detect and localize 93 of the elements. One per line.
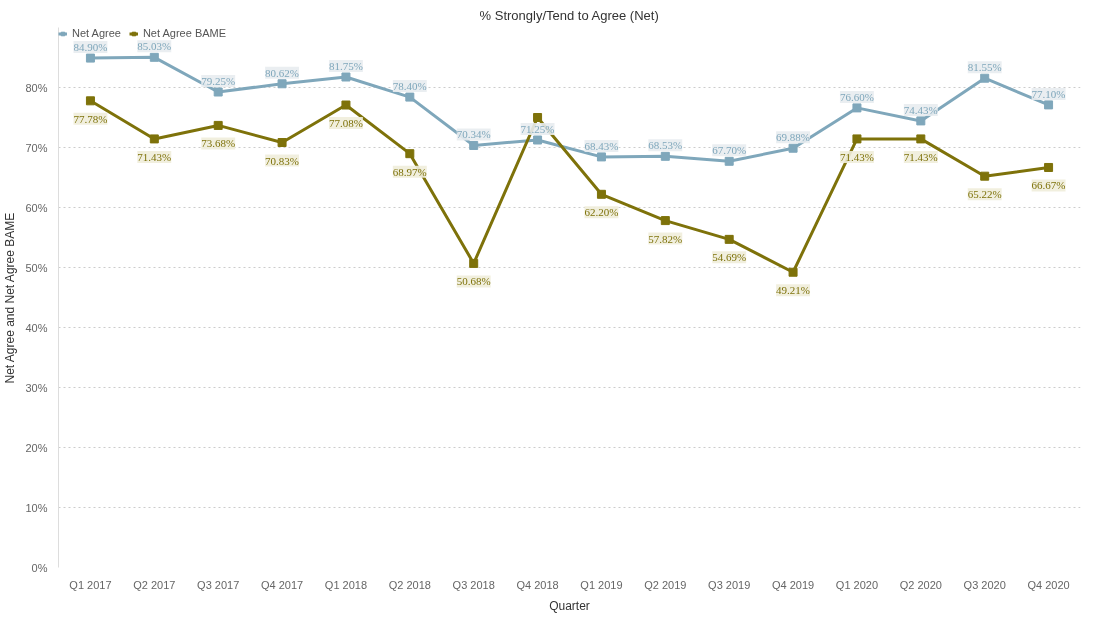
data-label: 67.70% — [712, 144, 747, 157]
point — [533, 113, 543, 122]
point — [1044, 162, 1054, 172]
x-tick-label: Q4 2020 — [1027, 578, 1070, 591]
point — [788, 267, 798, 277]
point — [149, 134, 159, 144]
point — [980, 73, 990, 83]
data-label: 68.97% — [392, 165, 427, 178]
point — [341, 72, 351, 82]
data-label: 81.75% — [328, 60, 363, 72]
data-label: 70.83% — [265, 154, 300, 167]
y-tick-label: 0% — [31, 561, 48, 574]
point — [341, 100, 351, 110]
data-label: 66.67% — [1031, 179, 1066, 192]
y-tick-label: 30% — [25, 381, 48, 394]
x-tick-label: Q4 2019 — [771, 578, 815, 591]
data-label: 50.68% — [456, 275, 491, 288]
data-label: 70.34% — [456, 128, 491, 141]
y-axis-title: Net Agree and Net Agree BAME — [3, 212, 18, 384]
x-tick-label: Q1 2017 — [69, 578, 112, 591]
point — [852, 103, 862, 113]
data-label: 77.08% — [328, 117, 363, 130]
y-tick-label: 10% — [25, 501, 48, 514]
chart-title: % Strongly/Tend to Agree (Net) — [479, 7, 659, 23]
data-label: 81.55% — [967, 61, 1002, 74]
point — [469, 258, 479, 268]
x-tick-label: Q2 2019 — [644, 578, 687, 591]
y-tick-label: 80% — [25, 81, 48, 94]
point — [213, 87, 223, 97]
data-label: 71.43% — [137, 150, 172, 163]
x-tick-label: Q3 2018 — [452, 578, 495, 591]
point — [469, 140, 479, 150]
point — [277, 79, 287, 89]
data-label: 74.43% — [903, 103, 938, 116]
data-label: 79.25% — [201, 75, 236, 87]
data-label: 73.68% — [201, 137, 236, 150]
point — [85, 53, 95, 63]
point — [149, 52, 159, 62]
x-tick-label: Q2 2018 — [388, 578, 431, 591]
point — [852, 134, 862, 144]
legend-label: Net Agree BAME — [142, 27, 227, 39]
point — [660, 216, 670, 226]
point — [724, 156, 734, 166]
y-tick-label: 70% — [25, 141, 48, 154]
legend-label: Net Agree — [72, 27, 121, 39]
data-label: 65.22% — [967, 188, 1002, 201]
data-label: 62.20% — [584, 206, 619, 219]
data-label: 54.69% — [712, 251, 747, 264]
x-tick-label: Q4 2017 — [260, 578, 304, 591]
x-tick-label: Q4 2018 — [516, 578, 559, 591]
data-label: 71.43% — [903, 150, 938, 163]
x-tick-label: Q3 2020 — [963, 578, 1006, 591]
x-tick-label: Q2 2020 — [899, 578, 942, 591]
point — [533, 135, 543, 145]
point — [660, 151, 670, 161]
data-label: 68.43% — [584, 139, 619, 152]
point — [724, 234, 734, 244]
data-label: 69.88% — [776, 131, 811, 144]
data-label: 77.78% — [73, 112, 108, 125]
x-tick-label: Q3 2017 — [197, 578, 240, 591]
point — [1044, 100, 1054, 110]
data-label: 76.60% — [839, 90, 874, 103]
x-axis-title: Quarter — [549, 598, 590, 613]
point — [213, 120, 223, 130]
y-tick-label: 40% — [25, 321, 48, 334]
data-label: 85.03% — [137, 40, 172, 53]
point — [277, 138, 287, 148]
point — [596, 152, 606, 162]
point — [916, 134, 926, 144]
point — [405, 92, 415, 102]
data-label: 49.21% — [776, 284, 811, 297]
data-label: 71.25% — [520, 123, 555, 135]
point — [916, 116, 926, 126]
point — [788, 143, 798, 153]
y-tick-label: 20% — [25, 441, 48, 454]
data-label: 57.82% — [648, 232, 683, 245]
x-tick-label: Q2 2017 — [133, 578, 176, 591]
point — [85, 96, 95, 106]
y-tick-label: 50% — [25, 261, 48, 274]
point — [980, 171, 990, 181]
data-label: 80.62% — [265, 66, 300, 79]
data-label: 78.40% — [392, 80, 427, 93]
x-tick-label: Q3 2019 — [708, 578, 751, 591]
point — [596, 189, 606, 199]
y-tick-label: 60% — [25, 201, 48, 214]
data-label: 77.10% — [1031, 87, 1066, 100]
x-tick-label: Q1 2019 — [580, 578, 623, 591]
data-label: 68.53% — [648, 139, 683, 152]
data-label: 71.43% — [839, 150, 874, 163]
x-tick-label: Q1 2020 — [835, 578, 879, 591]
point — [405, 149, 415, 159]
data-label: 84.90% — [73, 41, 108, 54]
x-tick-label: Q1 2018 — [324, 578, 368, 591]
